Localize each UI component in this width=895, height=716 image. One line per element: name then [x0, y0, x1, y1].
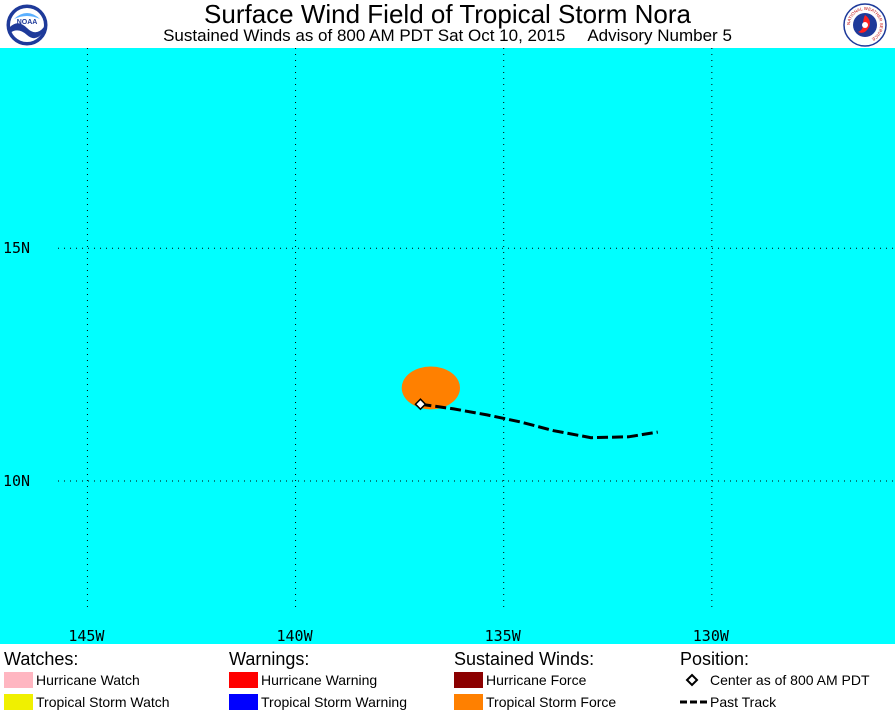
- tropical-storm-warning-swatch: [229, 694, 258, 710]
- longitude-label: 135W: [485, 627, 522, 644]
- tropical-storm-force-swatch: [454, 694, 483, 710]
- tropical-storm-warning-label: Tropical Storm Warning: [261, 694, 408, 710]
- header: NOAA Surface Wind Field of Tropical Stor…: [0, 0, 895, 48]
- diamond-icon: [685, 673, 699, 687]
- legend: Watches: Hurricane Watch Tropical Storm …: [0, 644, 895, 716]
- hurricane-warning-label: Hurricane Warning: [261, 672, 378, 688]
- past-track-label: Past Track: [710, 694, 777, 710]
- latitude-label: 10N: [3, 472, 30, 490]
- noaa-logo-text: NOAA: [17, 19, 38, 26]
- storm-center-marker: [414, 398, 427, 411]
- hurricane-force-label: Hurricane Force: [486, 672, 587, 688]
- legend-sustained-winds-heading: Sustained Winds:: [454, 649, 595, 669]
- center-position-label: Center as of 800 AM PDT: [710, 672, 870, 688]
- tropical-storm-force-wind-field: [401, 366, 460, 410]
- storm-layer: [401, 366, 658, 440]
- longitude-label: 145W: [68, 627, 105, 644]
- dashed-line-icon: [680, 700, 708, 704]
- hurricane-watch-swatch: [4, 672, 33, 688]
- latitude-label: 15N: [3, 239, 30, 257]
- graticule: [58, 48, 895, 610]
- legend-watches-heading: Watches:: [4, 649, 79, 669]
- subtitle-time: Sustained Winds as of 800 AM PDT Sat Oct…: [163, 26, 566, 45]
- nws-logo-icon: NATIONAL WEATHER SERVICE: [843, 3, 887, 47]
- ocean-background: [0, 48, 895, 644]
- tropical-storm-force-label: Tropical Storm Force: [486, 694, 617, 710]
- map-title: Surface Wind Field of Tropical Storm Nor…: [204, 0, 691, 29]
- subtitle-advisory: Advisory Number 5: [587, 26, 732, 45]
- legend-warnings-heading: Warnings:: [229, 649, 310, 669]
- graticule-labels: 145W 140W 135W 130W 15N 10N: [3, 239, 730, 644]
- longitude-label: 140W: [276, 627, 313, 644]
- tropical-storm-watch-swatch: [4, 694, 33, 710]
- hurricane-watch-label: Hurricane Watch: [36, 672, 140, 688]
- noaa-logo-icon: NOAA: [5, 3, 49, 47]
- past-track-line: [420, 402, 658, 440]
- map-canvas: 145W 140W 135W 130W 15N 10N: [0, 48, 895, 644]
- map-subtitle: Sustained Winds as of 800 AM PDT Sat Oct…: [0, 26, 895, 46]
- tropical-storm-watch-label: Tropical Storm Watch: [36, 694, 170, 710]
- hurricane-force-swatch: [454, 672, 483, 688]
- storm-map: 145W 140W 135W 130W 15N 10N: [0, 48, 895, 644]
- longitude-label: 130W: [693, 627, 730, 644]
- hurricane-warning-swatch: [229, 672, 258, 688]
- legend-position-heading: Position:: [680, 649, 750, 669]
